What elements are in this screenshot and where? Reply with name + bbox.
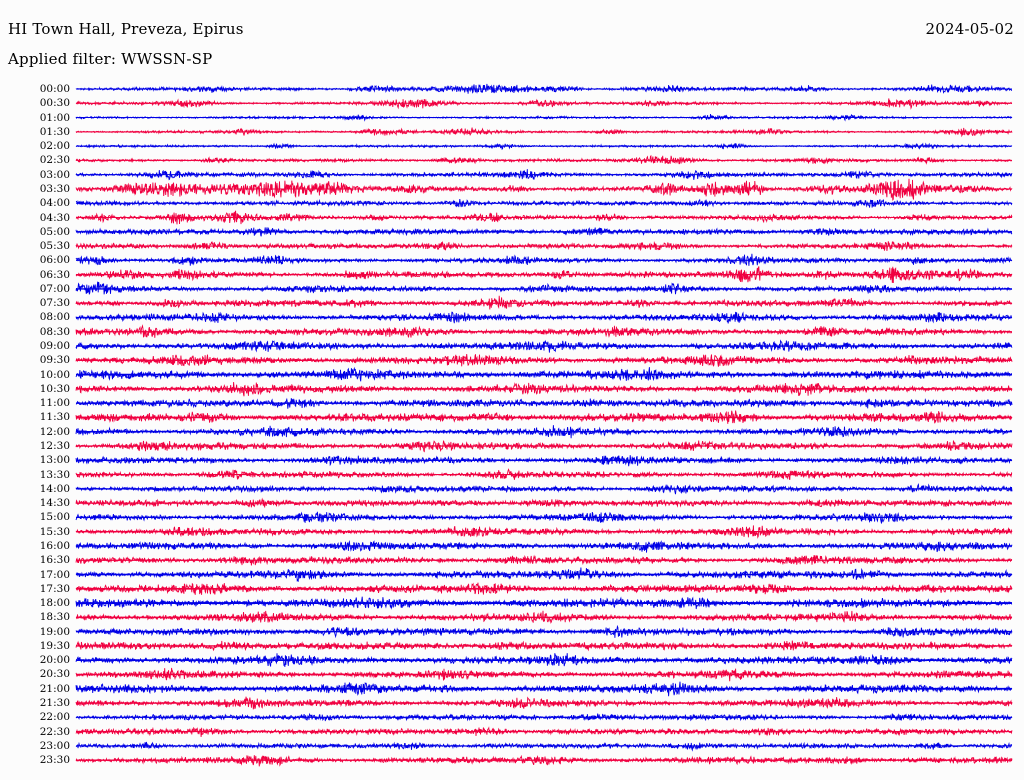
trace-1230 (75, 439, 1013, 453)
time-label-1530: 15:30 (39, 525, 70, 538)
time-label-2100: 21:00 (39, 682, 70, 695)
time-label-0800: 08:00 (39, 311, 70, 324)
time-label-1400: 14:00 (39, 482, 70, 495)
time-label-1900: 19:00 (39, 625, 70, 638)
time-label-0530: 05:30 (39, 240, 70, 253)
time-label-2200: 22:00 (39, 711, 70, 724)
time-label-1430: 14:30 (39, 497, 70, 510)
time-label-1300: 13:00 (39, 454, 70, 467)
time-label-0300: 03:00 (39, 168, 70, 181)
time-label-0030: 00:30 (39, 97, 70, 110)
time-label-0700: 07:00 (39, 282, 70, 295)
time-label-2000: 20:00 (39, 654, 70, 667)
time-label-2330: 23:30 (39, 754, 70, 767)
trace-0530 (75, 240, 1013, 252)
time-axis-labels: 00:00 00:30 01:00 01:30 02:00 02:30 03:00 03:30… (0, 80, 70, 770)
time-label-2230: 22:30 (39, 725, 70, 738)
time-label-0500: 05:00 (39, 225, 70, 238)
time-label-1600: 16:00 (39, 539, 70, 552)
time-label-1230: 12:30 (39, 440, 70, 452)
time-label-1830: 18:30 (39, 611, 70, 624)
trace-1530 (75, 525, 1013, 539)
time-label-0830: 08:30 (39, 325, 70, 338)
record-date: 2024-05-02 (925, 20, 1014, 38)
trace-0900 (75, 339, 1013, 353)
time-label-0730: 07:30 (39, 297, 70, 310)
time-label-0130: 01:30 (39, 125, 70, 138)
trace-0430 (75, 210, 1013, 225)
time-label-1200: 12:00 (39, 425, 70, 438)
time-label-0900: 09:00 (39, 340, 70, 353)
time-label-0330: 03:30 (39, 182, 70, 195)
time-label-1700: 17:00 (39, 568, 70, 581)
trace-2030 (75, 667, 1013, 682)
time-label-1030: 10:30 (39, 382, 70, 395)
trace-1700 (75, 567, 1013, 582)
time-label-1630: 16:30 (39, 554, 70, 567)
time-label-1500: 15:00 (39, 511, 70, 524)
time-label-1130: 11:30 (39, 411, 70, 424)
time-label-0430: 04:30 (39, 211, 70, 224)
seismic-traces (75, 83, 1013, 767)
time-label-2030: 20:30 (39, 668, 70, 681)
trace-0300 (75, 169, 1013, 181)
trace-2230 (75, 726, 1013, 738)
time-label-0100: 01:00 (39, 111, 70, 124)
time-label-2300: 23:00 (39, 739, 70, 752)
time-label-0400: 04:00 (39, 197, 70, 210)
time-label-1730: 17:30 (39, 582, 70, 595)
trace-0230 (75, 154, 1013, 165)
time-label-1330: 13:30 (39, 468, 70, 481)
page-title: HI Town Hall, Preveza, Epirus (8, 20, 244, 38)
time-label-0200: 02:00 (39, 140, 70, 153)
time-label-2130: 21:30 (39, 697, 70, 710)
time-label-1800: 18:00 (39, 597, 70, 610)
helicorder-plot: 00:00 00:30 01:00 01:30 02:00 02:30 03:00 03:30… (0, 80, 1024, 770)
time-label-1930: 19:30 (39, 639, 70, 652)
trace-1600 (75, 539, 1013, 553)
trace-0630 (75, 266, 1013, 284)
time-label-0630: 06:30 (39, 268, 70, 281)
time-label-0000: 00:00 (39, 83, 70, 95)
trace-1330 (75, 468, 1013, 480)
applied-filter-label: Applied filter: WWSSN-SP (8, 50, 213, 68)
time-label-1100: 11:00 (39, 397, 70, 410)
trace-0700 (75, 281, 1013, 295)
time-label-0600: 06:00 (39, 254, 70, 267)
time-label-0230: 02:30 (39, 154, 70, 167)
time-label-0930: 09:30 (39, 354, 70, 367)
time-label-1000: 10:00 (39, 368, 70, 381)
